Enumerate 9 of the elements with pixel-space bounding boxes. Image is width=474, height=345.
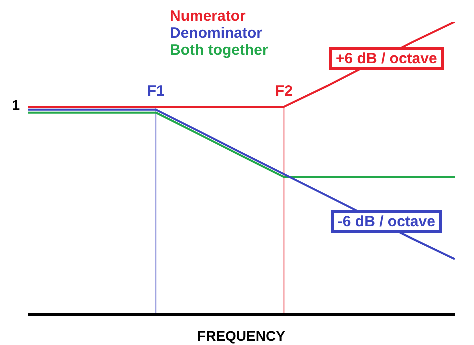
- annotation: F1: [147, 82, 165, 100]
- text: 1: [11, 96, 20, 113]
- text: Numerator: [170, 8, 247, 25]
- x-axis-title: FREQUENCY: [198, 328, 286, 344]
- annotation: -6 dB / octave: [330, 210, 442, 234]
- annotation: +6 dB / octave: [329, 48, 444, 71]
- annotation: F2: [275, 82, 293, 100]
- text: Denominator: [170, 25, 264, 42]
- text: Both together: [170, 42, 268, 59]
